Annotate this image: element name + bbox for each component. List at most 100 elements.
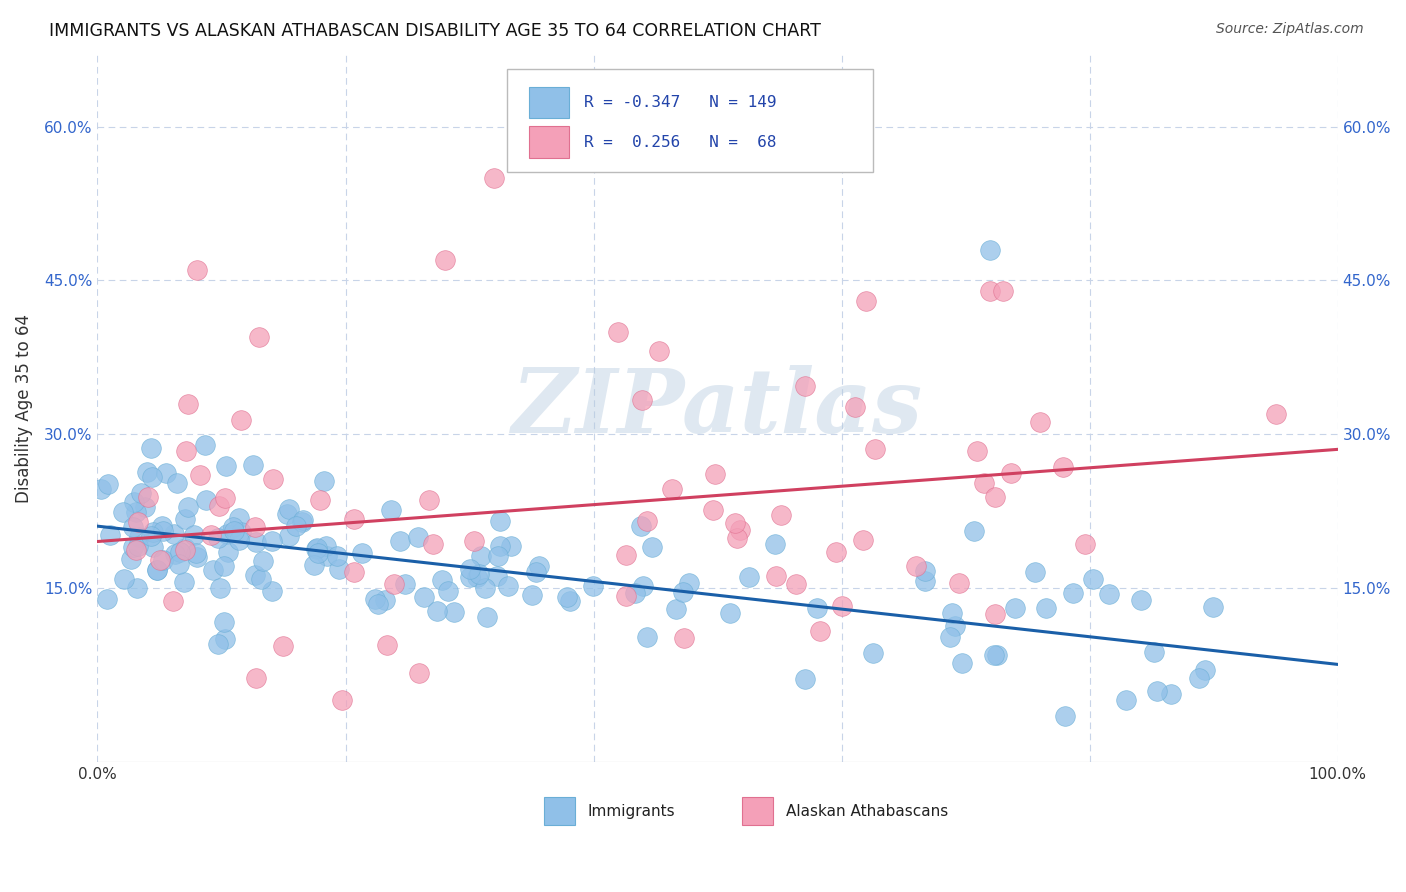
Point <box>186 549 208 564</box>
Point <box>207 531 229 545</box>
Point <box>418 492 440 507</box>
Point <box>496 578 519 592</box>
Point <box>636 630 658 644</box>
Point <box>1143 645 1166 659</box>
Bar <box>544 797 575 825</box>
Point <box>661 483 683 497</box>
Point <box>1202 600 1225 615</box>
Point <box>152 553 174 567</box>
Point <box>125 543 148 558</box>
Point <box>145 563 167 577</box>
Point <box>477 610 499 624</box>
Point <box>174 543 197 558</box>
Point <box>162 594 184 608</box>
Text: Alaskan Athabascans: Alaskan Athabascans <box>786 804 948 819</box>
Text: ZIPatlas: ZIPatlas <box>512 365 924 451</box>
Point <box>614 548 637 562</box>
Point <box>169 545 191 559</box>
Point <box>641 540 664 554</box>
Point <box>141 470 163 484</box>
Point <box>468 566 491 581</box>
Point <box>1073 536 1095 550</box>
Point <box>155 466 177 480</box>
Point <box>1052 459 1074 474</box>
Text: Source: ZipAtlas.com: Source: ZipAtlas.com <box>1216 22 1364 37</box>
Point <box>374 593 396 607</box>
Point <box>1081 572 1104 586</box>
Point <box>863 442 886 457</box>
Point <box>124 505 146 519</box>
Point <box>260 533 283 548</box>
Point <box>243 568 266 582</box>
Point <box>486 569 509 583</box>
Point <box>245 534 267 549</box>
Point <box>765 569 787 583</box>
Point <box>136 490 159 504</box>
Point <box>330 693 353 707</box>
Point <box>316 549 339 564</box>
Point <box>1062 585 1084 599</box>
Point <box>607 325 630 339</box>
Point <box>276 507 298 521</box>
Point <box>862 646 884 660</box>
Point <box>228 533 250 548</box>
Point <box>174 444 197 458</box>
Point <box>702 502 724 516</box>
Point <box>986 648 1008 663</box>
Point <box>222 524 245 538</box>
Point <box>486 549 509 564</box>
Point <box>262 472 284 486</box>
Point <box>128 530 150 544</box>
Point <box>249 572 271 586</box>
Point <box>188 467 211 482</box>
Point <box>382 576 405 591</box>
Point <box>90 482 112 496</box>
Point <box>724 516 747 530</box>
Point <box>941 607 963 621</box>
Text: R =  0.256   N =  68: R = 0.256 N = 68 <box>583 135 776 150</box>
Point <box>146 563 169 577</box>
Point <box>1194 664 1216 678</box>
Point <box>112 505 135 519</box>
Point <box>278 501 301 516</box>
Point <box>948 576 970 591</box>
Point <box>430 573 453 587</box>
Point <box>630 519 652 533</box>
Point <box>979 284 1001 298</box>
Point <box>855 293 877 308</box>
Point <box>245 671 267 685</box>
Point <box>350 546 373 560</box>
Point <box>215 458 238 473</box>
Point <box>222 520 245 534</box>
Point <box>343 565 366 579</box>
Point <box>307 541 329 555</box>
Point <box>343 512 366 526</box>
Point <box>769 508 792 523</box>
Point <box>458 562 481 576</box>
Point <box>636 514 658 528</box>
Point <box>991 284 1014 298</box>
Point <box>176 397 198 411</box>
Point <box>394 576 416 591</box>
Point <box>831 599 853 613</box>
Point <box>271 639 294 653</box>
Point <box>207 636 229 650</box>
Point <box>728 523 751 537</box>
Point <box>174 541 197 555</box>
Point <box>243 520 266 534</box>
Point <box>904 559 927 574</box>
Point <box>200 528 222 542</box>
Point <box>1000 466 1022 480</box>
Point <box>127 539 149 553</box>
Point <box>458 569 481 583</box>
Point <box>939 630 962 644</box>
Point <box>375 639 398 653</box>
Point <box>1146 684 1168 698</box>
Point <box>672 632 695 646</box>
Point <box>725 531 748 545</box>
Point <box>443 605 465 619</box>
Point <box>474 581 496 595</box>
Point <box>631 393 654 408</box>
Point <box>217 527 239 541</box>
Point <box>1035 601 1057 615</box>
